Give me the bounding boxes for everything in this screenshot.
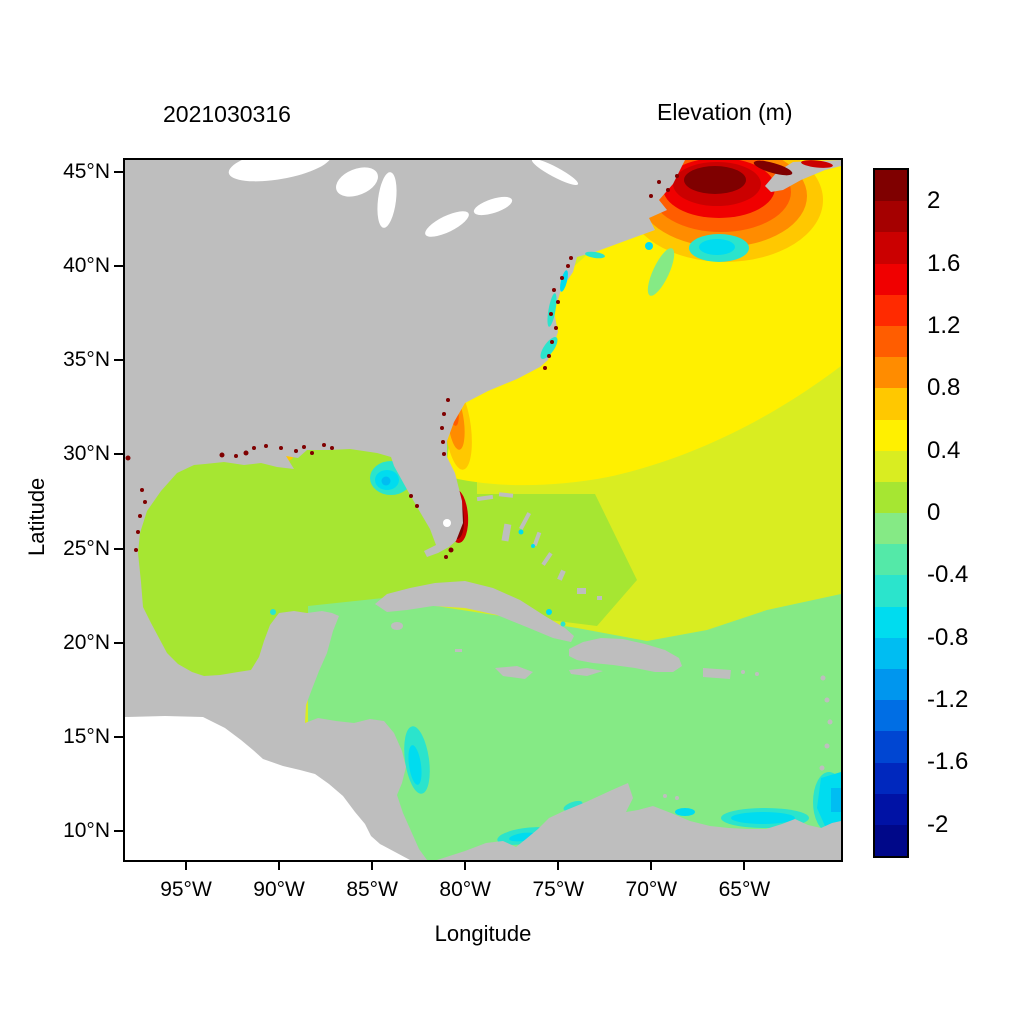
colorbar-block: [875, 294, 907, 326]
land-layers: [125, 160, 841, 860]
colorbar-block: [875, 606, 907, 638]
colorbar-tick-label: -2: [927, 810, 949, 838]
colorbar-tick-label: 0.8: [927, 374, 961, 402]
colorbar-block: [875, 481, 907, 514]
colorbar-tick-label: 2: [927, 187, 941, 215]
delaware-bay: [560, 270, 568, 292]
colorbar-block: [875, 388, 907, 420]
x-tick-label: 80°W: [439, 878, 491, 901]
lake-okeechobee: [443, 519, 451, 527]
x-axis-label: Longitude: [434, 921, 532, 946]
colorbar-tick-label: -0.4: [927, 561, 969, 589]
y-tick-mark: [114, 547, 123, 550]
colorbar-block: [875, 762, 907, 794]
y-tick-label: 10°N: [63, 818, 110, 842]
datetime-title: 2021030316: [163, 101, 291, 127]
colorbar-tick-label: -0.8: [927, 623, 969, 651]
colorbar-tick-label: 0.4: [927, 436, 961, 464]
minas-basin-extreme: [753, 160, 793, 176]
map-svg: [125, 160, 841, 860]
colorbar-block: [875, 201, 907, 233]
colorbar-tick-label: -1.6: [927, 748, 969, 776]
chesapeake-bay: [547, 293, 557, 327]
y-tick-label: 30°N: [63, 442, 110, 466]
x-tick-mark: [185, 861, 187, 870]
map-plot-area: [123, 158, 843, 862]
x-tick-label: 65°W: [718, 878, 771, 901]
no-data-layers: [125, 160, 579, 860]
y-tick-label: 40°N: [63, 254, 110, 278]
colorbar-tick-label: -1.2: [927, 686, 969, 714]
x-tick-label: 95°W: [160, 878, 212, 901]
colorbar-block: [875, 731, 907, 763]
colorbar-title: Elevation (m): [657, 99, 793, 125]
colorbar-block: [875, 357, 907, 389]
y-tick-label: 35°N: [63, 348, 110, 372]
bahamas-islands: [476, 492, 602, 600]
x-tick-label: 70°W: [625, 878, 678, 901]
y-axis-label: Latitude: [24, 477, 49, 556]
colorbar-block: [875, 513, 907, 545]
caribbean-water: [308, 594, 841, 860]
x-tick-mark: [464, 861, 467, 870]
x-tick-label: 75°W: [532, 878, 585, 901]
x-tick-label: 85°W: [346, 878, 398, 901]
isla-juventud: [391, 622, 403, 630]
x-tick-mark: [650, 861, 653, 870]
y-tick-mark: [114, 359, 123, 362]
y-tick-mark: [114, 641, 123, 644]
hispaniola: [569, 638, 682, 672]
colorbar: [873, 168, 909, 858]
colorbar-block: [875, 637, 907, 669]
y-tick-mark: [114, 735, 123, 738]
colorbar-block: [875, 170, 907, 202]
colorbar-block: [875, 669, 907, 701]
colorbar-block: [875, 450, 907, 482]
y-tick-mark: [114, 453, 123, 456]
x-tick-mark: [278, 861, 281, 870]
colorbar-block: [875, 263, 907, 295]
new-england-coastal-band: [647, 248, 675, 296]
colorbar-block: [875, 824, 907, 857]
coastal-details: [125, 160, 833, 627]
x-tick-mark: [743, 861, 746, 870]
x-tick-label: 90°W: [253, 878, 305, 901]
colorbar-block: [875, 419, 907, 451]
x-tick-mark: [557, 861, 560, 870]
colorbar-block: [875, 232, 907, 264]
colorbar-block: [875, 544, 907, 576]
colorbar-block: [875, 575, 907, 607]
y-tick-label: 20°N: [63, 630, 110, 654]
colorbar-tick-label: 0: [927, 499, 941, 526]
great-lakes: [228, 160, 579, 237]
colorbar-block: [875, 700, 907, 732]
puerto-rico: [703, 668, 731, 679]
colorbar-block: [875, 793, 907, 825]
y-tick-label: 45°N: [63, 160, 110, 183]
colorbar-tick-label: 1.2: [927, 311, 961, 339]
colorbar-tick-label: 1.6: [927, 249, 961, 277]
jamaica: [495, 666, 533, 679]
y-tick-mark: [114, 829, 123, 832]
small-islands: [455, 649, 833, 800]
colorbar-block: [875, 325, 907, 358]
extreme-speckles: [125, 174, 679, 559]
cuba: [375, 581, 574, 642]
x-tick-mark: [371, 861, 374, 870]
south-america-land: [437, 783, 841, 860]
pacific-no-data: [125, 716, 410, 860]
north-america-land: [125, 160, 685, 860]
y-tick-mark: [114, 171, 123, 173]
y-tick-mark: [114, 265, 123, 268]
y-tick-label: 15°N: [63, 724, 110, 748]
